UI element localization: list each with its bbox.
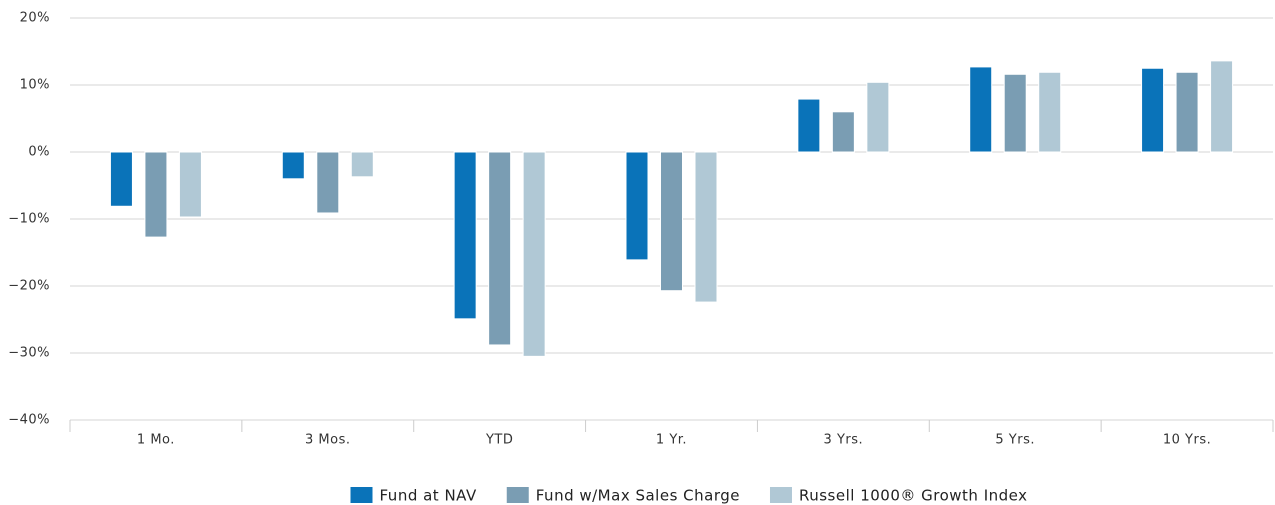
bar xyxy=(488,151,512,346)
legend-label: Fund w/Max Sales Charge xyxy=(536,487,740,505)
bar xyxy=(522,151,546,357)
y-tick-label: −30% xyxy=(8,346,50,361)
bar xyxy=(797,98,821,153)
legend-swatch xyxy=(506,487,529,503)
x-tick-label: 1 Yr. xyxy=(656,433,687,448)
y-tick-label: 0% xyxy=(28,145,50,160)
x-tick-label: YTD xyxy=(485,433,513,448)
bar xyxy=(866,81,890,153)
bar xyxy=(969,66,993,153)
bar xyxy=(281,151,305,180)
bar xyxy=(350,151,374,178)
x-tick-label: 5 Yrs. xyxy=(995,433,1035,448)
y-tick-label: −40% xyxy=(8,413,50,428)
bar xyxy=(1141,67,1165,153)
y-tick-label: −10% xyxy=(8,212,50,227)
legend-label: Fund at NAV xyxy=(380,487,477,505)
bar xyxy=(144,151,168,238)
x-tick-label: 3 Yrs. xyxy=(824,433,864,448)
legend-label: Russell 1000® Growth Index xyxy=(799,487,1028,505)
x-tick-label: 1 Mo. xyxy=(137,433,175,448)
bar xyxy=(109,151,133,207)
x-tick-label: 10 Yrs. xyxy=(1163,433,1211,448)
legend-swatch xyxy=(769,487,792,503)
bar xyxy=(453,151,477,320)
y-tick-label: 20% xyxy=(20,11,50,26)
bar xyxy=(1175,71,1199,153)
y-tick-label: 10% xyxy=(20,78,50,93)
bar xyxy=(316,151,340,214)
bar xyxy=(178,151,202,218)
y-tick-label: −20% xyxy=(8,279,50,294)
bar xyxy=(694,151,718,303)
bar xyxy=(660,151,683,292)
bar xyxy=(1210,60,1234,153)
legend-swatch xyxy=(350,487,373,503)
bar xyxy=(831,111,855,153)
x-tick-label: 3 Mos. xyxy=(305,433,350,448)
bar xyxy=(1038,71,1062,153)
bar xyxy=(1003,73,1027,153)
bar xyxy=(625,151,649,261)
